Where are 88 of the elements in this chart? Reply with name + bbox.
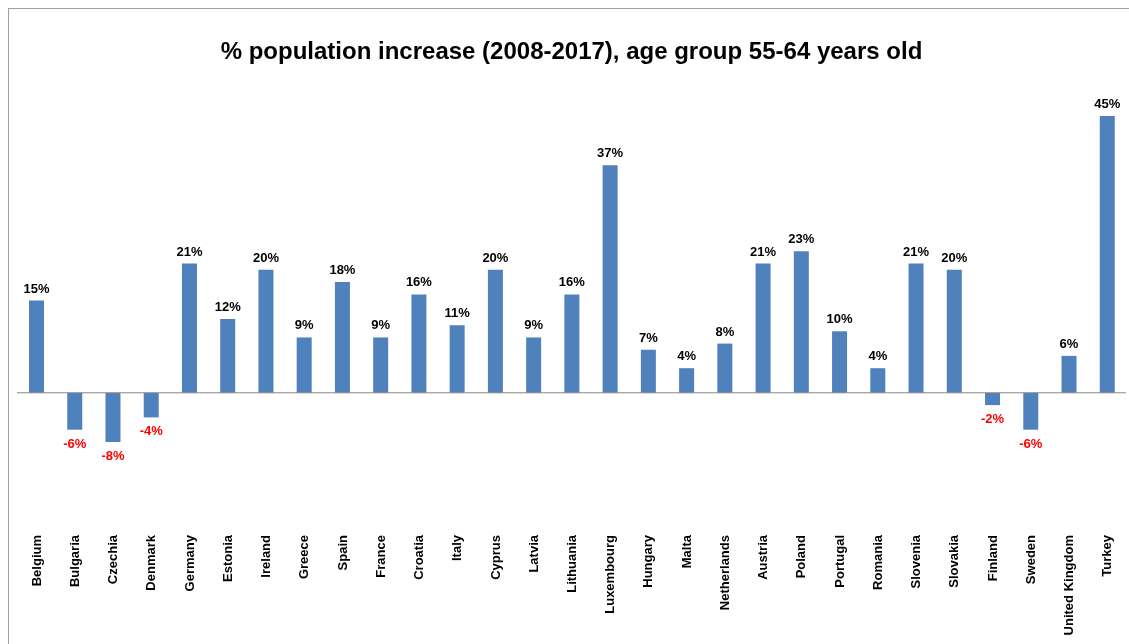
x-tick-label: Spain <box>334 534 350 571</box>
x-tick-label: Luxembourg <box>602 534 618 614</box>
bar <box>793 251 809 393</box>
data-label: 37% <box>597 145 624 161</box>
data-label: 12% <box>214 298 242 314</box>
x-tick-label: Poland <box>793 534 809 579</box>
data-label: -6% <box>1019 435 1043 451</box>
bar <box>526 337 542 393</box>
x-tick-label: Hungary <box>640 534 656 588</box>
bar <box>755 263 771 393</box>
data-label: 6% <box>1059 335 1079 351</box>
data-label: 10% <box>826 311 854 327</box>
bar <box>181 263 197 393</box>
x-tick-label: Sweden <box>1022 534 1038 585</box>
bar <box>564 294 580 393</box>
x-tick-label: France <box>372 535 388 578</box>
data-label: 4% <box>868 348 888 364</box>
x-tick-label: Lithuania <box>564 534 579 593</box>
x-tick-label: Netherlands <box>716 535 732 611</box>
data-label: 8% <box>715 323 735 339</box>
bar <box>1099 116 1115 393</box>
bar <box>373 337 389 393</box>
bar <box>67 392 83 430</box>
data-label: 21% <box>176 243 203 259</box>
data-label: -6% <box>63 435 87 451</box>
x-tick-label: Estonia <box>219 534 235 582</box>
bar <box>679 368 695 393</box>
bar <box>717 343 733 393</box>
data-label: 18% <box>329 262 356 278</box>
x-tick-label: Portugal <box>831 535 847 588</box>
bar <box>334 282 350 393</box>
x-tick-label: Austria <box>755 534 771 580</box>
x-tick-label: Germany <box>181 534 197 592</box>
bar <box>870 368 886 393</box>
x-tick-label: Czechia <box>105 534 121 585</box>
chart-title: % population increase (2008-2017), age group 55-64 years old <box>219 37 924 65</box>
x-tick-label: Bulgaria <box>66 534 82 588</box>
data-label: -4% <box>139 423 164 439</box>
data-label: 15% <box>23 280 50 296</box>
x-tick-label: Denmark <box>143 534 159 591</box>
bar <box>1061 355 1077 393</box>
bar <box>411 294 427 393</box>
data-label: 16% <box>558 274 586 290</box>
bar <box>1023 392 1039 430</box>
bar <box>449 325 465 393</box>
data-label: 21% <box>903 243 930 259</box>
data-label: 21% <box>750 243 777 259</box>
x-tick-label: Finland <box>984 534 1000 582</box>
x-tick-label: Ireland <box>258 534 274 578</box>
x-tick-label: Slovenia <box>908 534 924 589</box>
bar <box>487 269 503 393</box>
data-label: -8% <box>101 448 125 463</box>
data-label: 7% <box>638 329 659 345</box>
data-label: 9% <box>294 317 315 333</box>
x-tick-label: Latvia <box>525 534 541 573</box>
x-tick-label: Italy <box>449 534 465 562</box>
x-tick-label: Turkey <box>1099 534 1115 577</box>
data-label: 16% <box>405 274 433 290</box>
bar <box>832 331 848 393</box>
x-tick-label: Romania <box>869 534 885 590</box>
bar <box>908 263 924 393</box>
bar <box>602 165 618 393</box>
bar <box>296 337 312 393</box>
bar <box>220 318 236 393</box>
data-label: 23% <box>788 231 815 247</box>
bar <box>258 269 274 393</box>
x-tick-label: Slovakia <box>946 534 962 588</box>
bar <box>946 269 962 393</box>
x-tick-label: Croatia <box>411 534 427 580</box>
data-label: 4% <box>677 348 697 364</box>
x-tick-label: Cyprus <box>487 535 503 580</box>
data-label: 20% <box>482 249 509 265</box>
x-tick-label: United Kingdom <box>1061 535 1077 636</box>
bar <box>640 349 656 393</box>
x-tick-label: Malta <box>678 534 694 569</box>
data-label: 9% <box>371 317 391 333</box>
data-label: 11% <box>444 305 471 321</box>
bar <box>29 300 44 393</box>
x-tick-label: Greece <box>296 535 312 580</box>
data-label: 20% <box>252 249 280 265</box>
data-label: 20% <box>941 249 968 265</box>
data-label: 9% <box>524 317 544 333</box>
bar <box>105 392 121 442</box>
x-tick-label: Belgium <box>28 535 44 587</box>
data-label: -2% <box>980 411 1005 427</box>
bar <box>985 392 1001 406</box>
bar <box>143 392 159 418</box>
data-label: 45% <box>1094 96 1121 111</box>
